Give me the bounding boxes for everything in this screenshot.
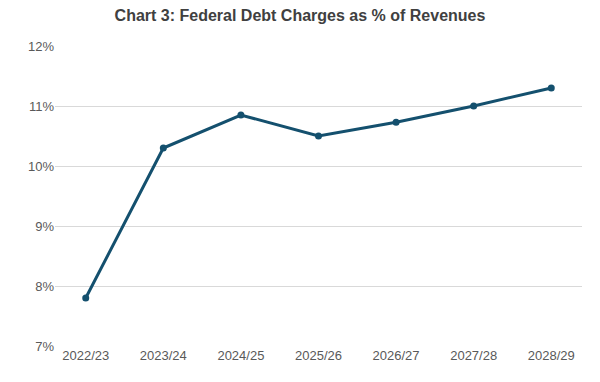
svg-text:Chart 3: Federal Debt Charges: Chart 3: Federal Debt Charges as % of Re… (115, 7, 486, 24)
svg-text:8%: 8% (35, 279, 54, 294)
svg-text:2025/26: 2025/26 (295, 348, 342, 363)
svg-text:2026/27: 2026/27 (373, 348, 420, 363)
svg-text:2024/25: 2024/25 (217, 348, 264, 363)
svg-text:2027/28: 2027/28 (450, 348, 497, 363)
svg-text:2023/24: 2023/24 (140, 348, 187, 363)
svg-text:2028/29: 2028/29 (528, 348, 575, 363)
svg-text:9%: 9% (35, 219, 54, 234)
svg-text:10%: 10% (28, 159, 54, 174)
svg-text:11%: 11% (29, 99, 54, 114)
svg-text:12%: 12% (28, 39, 54, 54)
svg-text:2022/23: 2022/23 (62, 348, 109, 363)
svg-text:7%: 7% (35, 339, 54, 354)
